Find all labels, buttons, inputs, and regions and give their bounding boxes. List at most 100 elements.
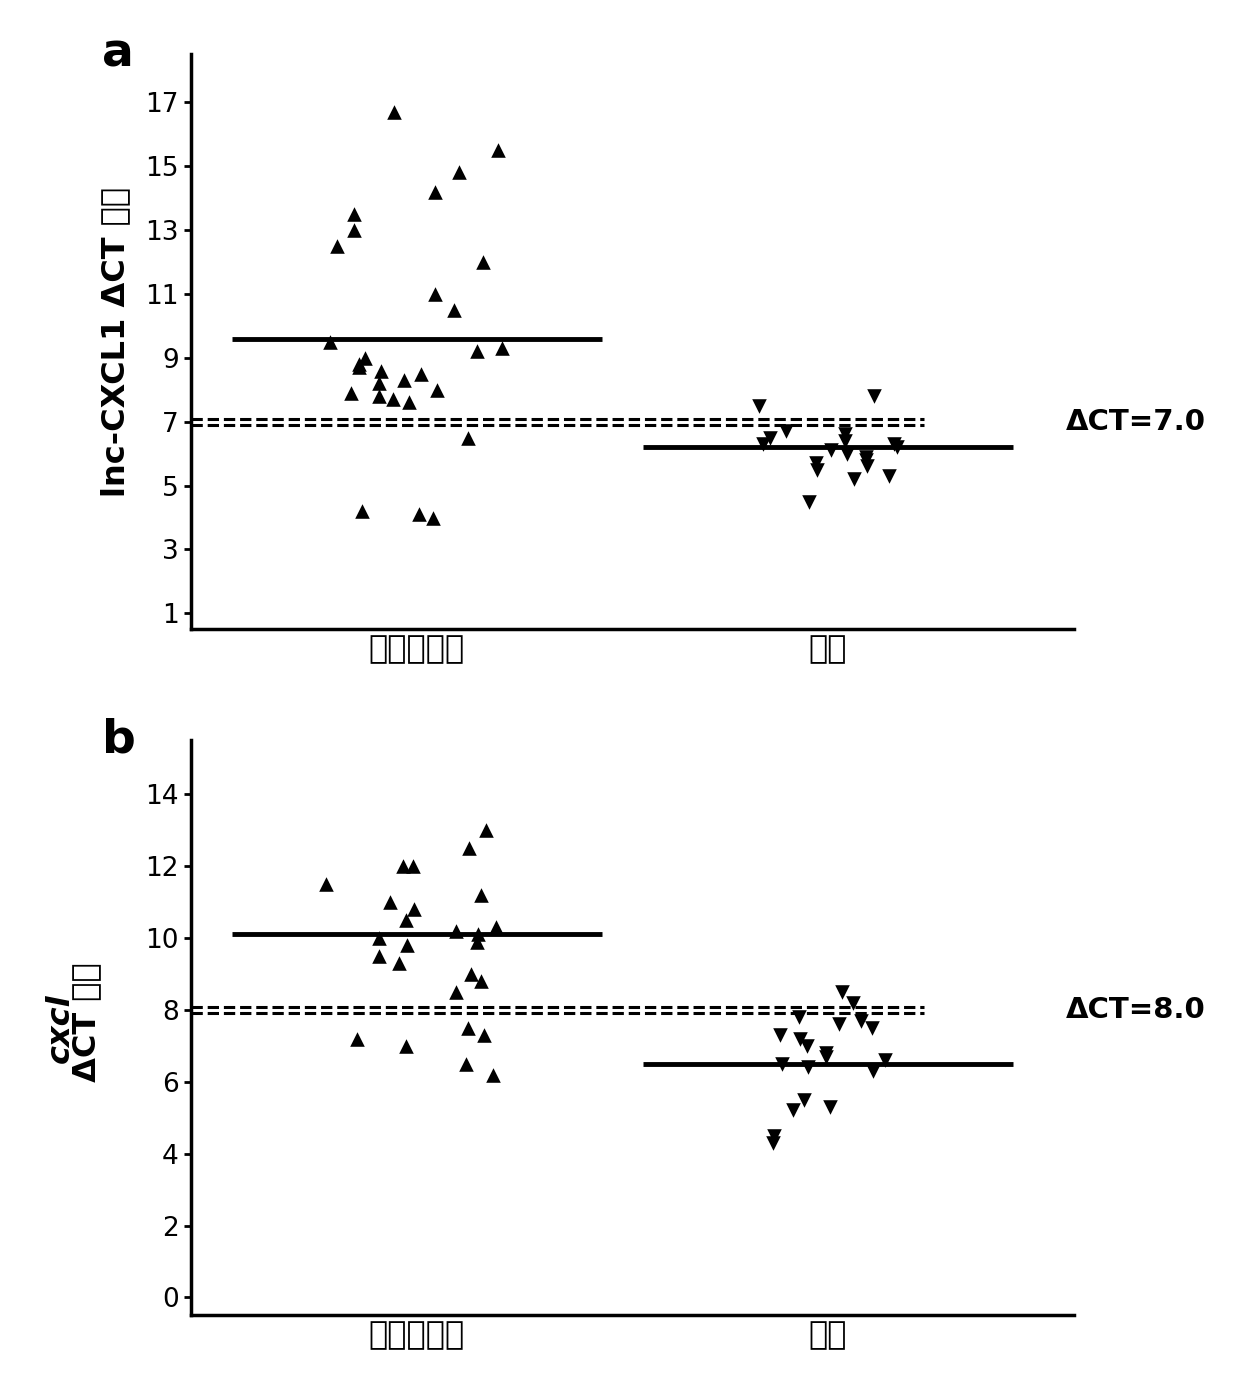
Point — [763, 1132, 782, 1155]
Point — [749, 395, 769, 417]
Point — [316, 873, 336, 895]
Point — [874, 1049, 894, 1071]
Point — [816, 1045, 836, 1067]
Point — [851, 1009, 870, 1031]
Point — [797, 1056, 817, 1078]
Point — [843, 991, 863, 1013]
Point — [771, 1052, 791, 1074]
Point — [409, 503, 429, 525]
Point — [816, 1042, 836, 1064]
Point — [456, 1052, 476, 1074]
Point — [791, 1027, 811, 1049]
Point — [368, 945, 388, 967]
Point — [467, 930, 487, 952]
Point — [347, 1027, 367, 1049]
Point — [821, 439, 841, 462]
Point — [370, 927, 389, 949]
Point — [370, 373, 389, 395]
Text: ΔCT 表达: ΔCT 表达 — [71, 962, 102, 1094]
Point — [449, 161, 469, 183]
Point — [383, 388, 403, 410]
Point — [832, 981, 852, 1003]
Point — [770, 1024, 790, 1046]
Point — [856, 446, 875, 468]
Point — [350, 356, 370, 378]
Point — [753, 432, 773, 455]
Point — [856, 449, 875, 471]
Point — [835, 423, 854, 445]
Y-axis label: lnc-CXCL1 ΔCT 表达: lnc-CXCL1 ΔCT 表达 — [100, 187, 131, 496]
Point — [760, 427, 780, 449]
Point — [355, 346, 374, 369]
Point — [776, 420, 796, 442]
Point — [459, 837, 479, 859]
Point — [887, 437, 906, 459]
Point — [764, 1124, 784, 1146]
Point — [492, 337, 512, 359]
Text: cxcl: cxcl — [45, 992, 76, 1063]
Point — [396, 1035, 415, 1058]
Point — [806, 452, 826, 474]
Point — [830, 1013, 849, 1035]
Point — [784, 1099, 804, 1121]
Point — [444, 299, 464, 322]
Point — [394, 369, 414, 391]
Point — [471, 884, 491, 906]
Point — [446, 981, 466, 1003]
Point — [474, 1024, 494, 1046]
Point — [461, 963, 481, 985]
Point — [389, 952, 409, 974]
Text: a: a — [102, 30, 134, 76]
Point — [794, 1088, 813, 1110]
Point — [393, 855, 413, 877]
Point — [476, 819, 496, 841]
Point — [350, 353, 370, 376]
Point — [397, 934, 417, 956]
Point — [472, 251, 492, 273]
Point — [471, 970, 491, 992]
Point — [486, 916, 506, 938]
Text: b: b — [102, 717, 136, 762]
Point — [371, 359, 391, 381]
Point — [789, 1006, 808, 1028]
Point — [837, 442, 857, 464]
Point — [396, 909, 415, 931]
Point — [341, 381, 361, 403]
Point — [327, 234, 347, 256]
Point — [469, 923, 489, 945]
Point — [482, 1063, 502, 1085]
Point — [821, 1096, 841, 1119]
Point — [799, 491, 818, 513]
Point — [884, 432, 904, 455]
Point — [345, 202, 365, 225]
Point — [425, 283, 445, 305]
Text: ΔCT=7.0: ΔCT=7.0 — [1066, 407, 1207, 435]
Point — [864, 385, 884, 407]
Point — [857, 455, 877, 477]
Point — [412, 363, 432, 385]
Point — [446, 920, 466, 942]
Point — [370, 385, 389, 407]
Point — [863, 1060, 883, 1082]
Point — [427, 378, 446, 401]
Point — [489, 139, 508, 161]
Point — [844, 468, 864, 491]
Point — [403, 855, 423, 877]
Point — [381, 891, 401, 913]
Point — [806, 459, 826, 481]
Point — [863, 1017, 883, 1040]
Point — [797, 1035, 817, 1058]
Text: ΔCT=8.0: ΔCT=8.0 — [1066, 995, 1205, 1024]
Point — [404, 898, 424, 920]
Point — [399, 391, 419, 413]
Point — [352, 500, 372, 523]
Point — [424, 180, 444, 202]
Point — [879, 464, 899, 486]
Point — [320, 331, 340, 353]
Point — [458, 1017, 477, 1040]
Point — [345, 219, 365, 241]
Point — [835, 430, 854, 452]
Point — [459, 427, 479, 449]
Point — [384, 101, 404, 123]
Point — [467, 340, 487, 362]
